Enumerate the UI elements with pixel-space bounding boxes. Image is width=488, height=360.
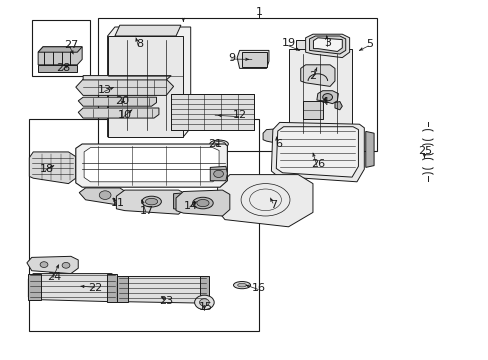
Text: 9: 9	[228, 53, 235, 63]
Polygon shape	[295, 40, 344, 49]
Text: 8: 8	[136, 39, 142, 49]
Text: 4: 4	[321, 96, 328, 107]
Polygon shape	[107, 27, 190, 137]
Ellipse shape	[237, 283, 246, 287]
Text: 11: 11	[110, 198, 124, 208]
Text: 19: 19	[281, 38, 295, 48]
Bar	[303, 101, 322, 119]
Polygon shape	[176, 190, 229, 216]
Polygon shape	[263, 129, 285, 144]
Circle shape	[180, 198, 189, 205]
Ellipse shape	[233, 282, 250, 289]
Circle shape	[322, 94, 332, 101]
Circle shape	[62, 262, 70, 268]
Polygon shape	[115, 25, 181, 36]
Text: 17: 17	[140, 206, 153, 216]
Ellipse shape	[145, 198, 157, 205]
Text: 24: 24	[46, 272, 61, 282]
Polygon shape	[117, 276, 209, 303]
Polygon shape	[116, 190, 186, 214]
Polygon shape	[313, 38, 342, 51]
Bar	[242, 52, 266, 67]
Polygon shape	[210, 166, 227, 181]
Polygon shape	[365, 131, 373, 167]
Polygon shape	[300, 65, 334, 86]
Circle shape	[194, 295, 214, 310]
Circle shape	[213, 170, 223, 177]
Text: 28: 28	[56, 63, 71, 73]
Circle shape	[99, 191, 111, 199]
Polygon shape	[237, 50, 268, 68]
Polygon shape	[38, 65, 77, 72]
Bar	[117, 276, 128, 302]
Bar	[29, 119, 259, 331]
Polygon shape	[217, 175, 312, 227]
Polygon shape	[173, 193, 195, 211]
Polygon shape	[305, 34, 349, 58]
Text: 26: 26	[310, 159, 324, 169]
Ellipse shape	[212, 141, 225, 147]
Ellipse shape	[142, 196, 161, 207]
Text: 22: 22	[88, 283, 102, 293]
Text: 15: 15	[198, 302, 212, 312]
Bar	[32, 20, 90, 76]
Polygon shape	[107, 36, 183, 137]
Circle shape	[40, 262, 48, 267]
Polygon shape	[84, 148, 219, 182]
Polygon shape	[38, 47, 82, 65]
Bar	[199, 276, 209, 303]
Polygon shape	[29, 152, 76, 184]
Text: 20: 20	[115, 96, 129, 106]
Polygon shape	[28, 274, 117, 302]
Polygon shape	[316, 91, 338, 104]
Polygon shape	[288, 49, 351, 140]
Text: 10: 10	[118, 110, 131, 120]
Circle shape	[199, 299, 209, 306]
Text: 12: 12	[232, 110, 246, 120]
Polygon shape	[83, 76, 171, 80]
Ellipse shape	[196, 199, 209, 207]
Polygon shape	[78, 97, 156, 106]
Text: 14: 14	[183, 201, 197, 211]
Text: 18: 18	[40, 164, 53, 174]
Polygon shape	[309, 36, 345, 54]
Ellipse shape	[192, 197, 213, 209]
Polygon shape	[38, 47, 82, 52]
Text: 27: 27	[63, 40, 78, 50]
Text: 25: 25	[418, 146, 431, 156]
Text: 2: 2	[309, 71, 316, 81]
Text: 21: 21	[208, 139, 222, 149]
Text: 13: 13	[98, 85, 112, 95]
Polygon shape	[78, 108, 159, 118]
Polygon shape	[276, 127, 358, 177]
Polygon shape	[79, 188, 127, 204]
Polygon shape	[271, 122, 364, 182]
Polygon shape	[27, 256, 78, 274]
Bar	[171, 94, 254, 130]
Polygon shape	[334, 102, 342, 110]
Bar	[28, 274, 41, 300]
Bar	[98, 18, 376, 151]
Text: 6: 6	[275, 139, 282, 149]
Ellipse shape	[209, 140, 228, 148]
Text: 16: 16	[252, 283, 265, 293]
Text: 23: 23	[159, 296, 173, 306]
Polygon shape	[76, 79, 173, 95]
Text: 3: 3	[324, 38, 330, 48]
Text: 7: 7	[270, 200, 277, 210]
Text: 1: 1	[255, 6, 262, 17]
Bar	[106, 274, 117, 302]
Text: 5: 5	[365, 39, 372, 49]
Polygon shape	[76, 144, 227, 187]
